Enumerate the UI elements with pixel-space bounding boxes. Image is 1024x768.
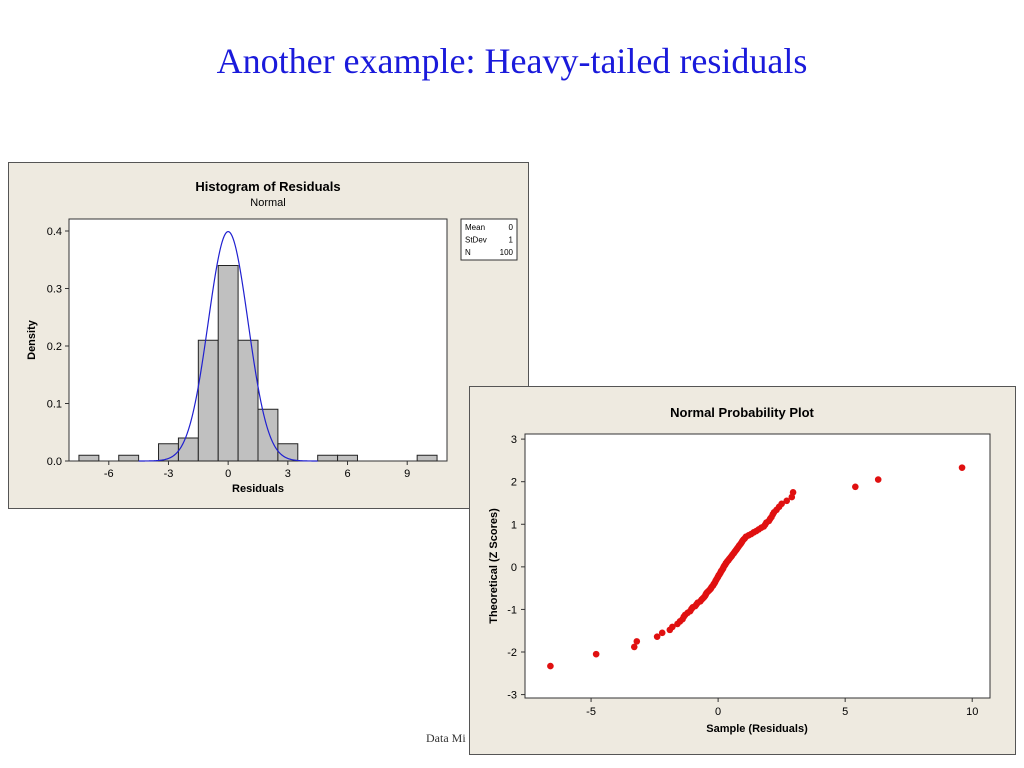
y-tick-label: -3 xyxy=(507,690,517,702)
data-point xyxy=(958,464,966,471)
chart-subtitle: Normal xyxy=(250,197,285,209)
histogram-bar xyxy=(78,454,100,462)
y-tick-label: 3 xyxy=(511,434,517,446)
legend-value: 0 xyxy=(509,223,514,232)
x-tick-label: -5 xyxy=(586,706,596,718)
x-tick-label: 0 xyxy=(225,468,231,480)
chart-title: Normal Probability Plot xyxy=(670,405,814,420)
y-axis-label: Density xyxy=(26,319,38,360)
histogram-bar xyxy=(177,437,199,462)
legend-label: N xyxy=(465,248,471,257)
data-point xyxy=(658,629,666,637)
histogram-bar xyxy=(257,408,279,462)
legend-label: StDev xyxy=(465,236,487,245)
histogram-bar xyxy=(217,265,239,462)
data-point xyxy=(630,643,638,651)
slide-title: Another example: Heavy-tailed residuals xyxy=(216,41,808,81)
y-tick-label: -1 xyxy=(507,604,517,616)
data-point xyxy=(852,483,859,491)
x-axis-label: Sample (Residuals) xyxy=(706,723,808,735)
histogram-chart: Histogram of Residuals Normal -6 -3 0 3 6 9 0.0 0… xyxy=(26,179,518,495)
x-tick-label: -6 xyxy=(104,468,114,480)
legend-value: 100 xyxy=(500,248,514,257)
y-tick-label: 0.1 xyxy=(47,399,62,411)
data-point xyxy=(669,623,676,631)
slide-footer: Data Mi xyxy=(426,731,466,745)
x-tick-label: 3 xyxy=(285,468,291,480)
y-tick-label: 2 xyxy=(511,477,517,489)
data-point xyxy=(653,633,661,640)
x-tick-label: 0 xyxy=(715,706,721,718)
x-tick-label: -3 xyxy=(164,468,174,480)
data-point xyxy=(874,476,882,483)
y-tick-label: 0 xyxy=(511,562,517,574)
x-axis-label: Residuals xyxy=(232,483,284,495)
histogram-bar xyxy=(197,339,219,462)
legend-box xyxy=(460,218,518,261)
histogram-bar xyxy=(317,454,339,462)
plot-area xyxy=(524,433,991,699)
y-tick-label: 0.0 xyxy=(47,456,62,468)
y-tick-label: -2 xyxy=(507,647,517,659)
chart-title: Histogram of Residuals xyxy=(195,179,340,194)
y-axis-label: Theoretical (Z Scores) xyxy=(488,508,500,624)
y-tick-label: 1 xyxy=(511,519,517,531)
data-point xyxy=(547,662,554,670)
x-tick-label: 5 xyxy=(842,706,848,718)
histogram-bar xyxy=(337,454,358,462)
data-point xyxy=(592,650,600,658)
data-point xyxy=(778,500,785,508)
normal-probability-chart: Normal Probability Plot-5 0 5 103210-1-2-3S… xyxy=(488,405,991,735)
y-tick-label: 0.2 xyxy=(47,341,62,353)
data-point xyxy=(789,489,797,496)
data-point xyxy=(783,497,791,505)
histogram-bar xyxy=(237,339,259,462)
normal-fit-curve xyxy=(138,231,318,462)
histogram-bar xyxy=(416,454,438,462)
legend-value: 1 xyxy=(509,236,514,245)
legend-label: Mean xyxy=(465,223,485,232)
histogram-panel: Histogram of Residuals Normal -6 -3 0 3 6 9 0.0 0… xyxy=(8,162,529,509)
data-point xyxy=(633,638,641,645)
normal-probability-panel: Normal Probability Plot -5 0 5 10 3 2 1 0 -1 -2 -3 S… xyxy=(469,386,1016,755)
y-tick-label: 0.3 xyxy=(47,284,62,296)
histogram-bar xyxy=(118,454,140,462)
x-tick-label: 10 xyxy=(966,706,978,718)
x-tick-label: 9 xyxy=(404,468,410,480)
x-tick-label: 6 xyxy=(344,468,350,480)
y-tick-label: 0.4 xyxy=(47,226,62,238)
